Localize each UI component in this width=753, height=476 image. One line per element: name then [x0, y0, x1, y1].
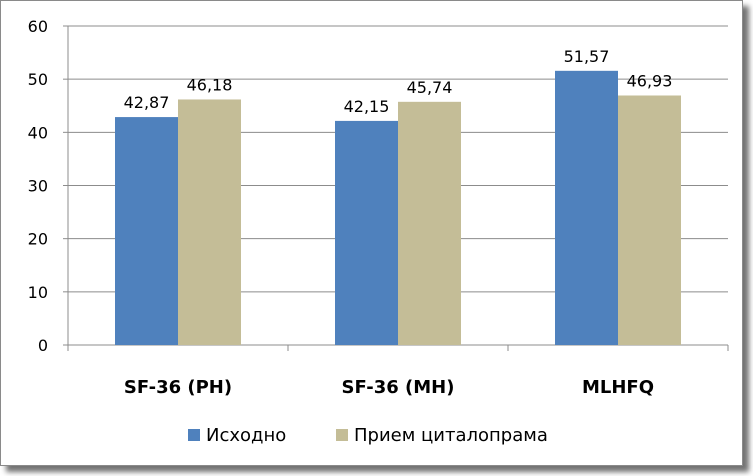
- legend: Исходно Прием циталопрама: [188, 425, 548, 446]
- bar-citalopram-1: [398, 101, 461, 345]
- category-label: MLHFQ: [582, 377, 654, 398]
- y-tick-label: 50: [28, 70, 48, 89]
- y-tick-label: 30: [28, 177, 48, 196]
- data-label: 46,18: [187, 75, 233, 94]
- bar-citalopram-2: [618, 95, 681, 345]
- data-label: 45,74: [407, 78, 453, 97]
- bar-citalopram-0: [178, 99, 241, 345]
- bar-baseline-1: [335, 120, 398, 345]
- data-label: 42,87: [124, 93, 170, 112]
- legend-swatch: [336, 429, 348, 441]
- category-label: SF-36 (MH): [342, 377, 455, 398]
- data-label: 42,15: [344, 97, 390, 116]
- legend-label: Прием циталопрама: [354, 425, 548, 446]
- data-label: 51,57: [564, 47, 610, 66]
- y-tick-label: 20: [28, 230, 48, 249]
- bar-chart: 0 10 20 30 40 50 60 SF-36 (PH) SF-36 (MH) MLHFQ 4…: [28, 17, 729, 446]
- y-tick-label: 40: [28, 123, 48, 142]
- bar-baseline-0: [115, 117, 178, 346]
- data-label: 46,93: [627, 71, 673, 90]
- y-tick-label: 0: [38, 336, 48, 355]
- legend-swatch: [188, 429, 200, 441]
- y-tick-label: 10: [28, 283, 48, 302]
- bars: [115, 70, 681, 346]
- legend-label: Исходно: [206, 425, 286, 446]
- bar-baseline-2: [555, 70, 618, 345]
- y-tick-label: 60: [28, 17, 48, 36]
- chart-frame: 0 10 20 30 40 50 60 SF-36 (PH) SF-36 (MH) MLHFQ 4…: [0, 0, 743, 466]
- data-labels: 42,87 46,18 42,15 45,74 51,57 46,93: [124, 47, 673, 116]
- category-label: SF-36 (PH): [124, 377, 232, 398]
